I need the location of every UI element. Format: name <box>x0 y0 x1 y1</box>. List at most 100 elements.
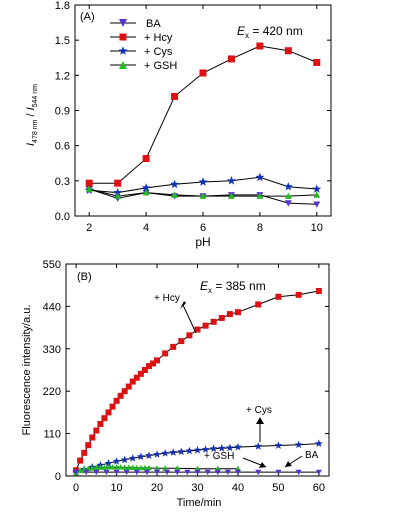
legend-item-ba: BA <box>110 18 161 30</box>
panel-b-point-cys <box>225 443 234 452</box>
panel-a-point-cys <box>312 184 322 193</box>
panel-b-point-cys <box>185 446 194 455</box>
panel-b-point-ba <box>133 469 140 476</box>
panel-a-point-hcy <box>199 69 207 77</box>
panel-a-label: (A) <box>80 11 95 23</box>
panel-b-point-hcy <box>149 360 156 367</box>
panel-a-point-hcy <box>114 179 122 187</box>
panel-a-point-hcy <box>171 92 179 100</box>
panel-b-point-ba <box>164 469 171 476</box>
panel-b-point-gsh <box>109 464 116 470</box>
panel-a: 2 4 6 8 10 0.0 0.3 0.6 0.9 1.2 1.5 1.8 (A) BA + Hcy… <box>25 0 332 249</box>
panel-b-y-tick-label: 0 <box>55 471 61 483</box>
panel-b-point-gsh <box>214 465 221 472</box>
panel-b-point-gsh <box>141 464 148 471</box>
panel-a-x-axis-label: pH <box>195 235 210 249</box>
panel-b-point-ba <box>255 469 262 476</box>
legend-hcy-label: + Hcy <box>144 32 173 44</box>
panel-b-point-cys <box>274 441 283 449</box>
panel-b-x-tick-label: 40 <box>232 482 244 494</box>
panel-b-point-ba <box>113 469 120 476</box>
panel-a-point-cys <box>141 183 151 192</box>
panel-b-point-cys <box>201 445 210 453</box>
panel-b-point-gsh <box>117 464 124 470</box>
panel-b-point-hcy <box>113 397 120 404</box>
panel-b-point-hcy <box>170 343 177 350</box>
panel-a-point-gsh <box>142 189 150 196</box>
panel-b-y-tick-label: 550 <box>43 259 61 271</box>
panel-b-point-cys <box>161 449 170 457</box>
panel-b-point-hcy <box>117 392 124 399</box>
panel-b-x-tick-label: 10 <box>110 482 122 494</box>
panel-b-point-hcy <box>89 434 96 441</box>
panel-a-point-cys <box>255 172 265 182</box>
panel-b-point-cys <box>193 445 202 454</box>
panel-a-y-tick-label: 1.2 <box>55 70 70 82</box>
panel-b-point-gsh <box>133 464 140 471</box>
panel-b-point-hcy <box>186 332 193 339</box>
panel-a-point-cys <box>113 187 123 197</box>
panel-b-point-hcy <box>315 287 322 294</box>
panel-b-point-hcy <box>105 409 112 416</box>
panel-a-y-tick-label: 0.0 <box>55 211 70 223</box>
panel-b-point-hcy <box>218 314 225 321</box>
panel-b-point-hcy <box>109 403 116 410</box>
panel-b-x-axis-label: Time/min <box>177 497 222 509</box>
panel-b-point-gsh <box>121 464 128 470</box>
panel-b-point-ba <box>73 469 80 476</box>
panel-b-point-gsh <box>137 464 144 471</box>
panel-a-point-ba <box>284 200 292 207</box>
panel-b-point-hcy <box>93 427 100 434</box>
panel-b-point-cys <box>177 447 186 456</box>
panel-b-point-hcy <box>133 374 140 381</box>
panel-b-y-tick-label: 110 <box>43 429 61 441</box>
panel-b-point-cys <box>233 442 242 451</box>
panel-b-point-gsh <box>174 465 181 471</box>
legend-item-hcy: + Hcy <box>110 32 173 44</box>
legend-hcy-marker <box>119 33 127 41</box>
panel-b-point-ba <box>103 469 110 476</box>
panel-a-x-tick-label: 10 <box>311 222 323 234</box>
panel-b-point-gsh <box>93 464 100 471</box>
panel-b-point-hcy <box>121 388 128 395</box>
panel-b-point-hcy <box>125 383 132 390</box>
panel-b-point-ba <box>93 469 100 476</box>
panel-a-point-hcy <box>313 58 321 66</box>
panel-b-point-cys <box>120 455 129 464</box>
panel-b-point-hcy <box>137 370 144 377</box>
panel-a-point-cys <box>226 176 236 185</box>
panel-b-point-ba <box>315 469 322 476</box>
panel-b-point-ba <box>143 469 150 476</box>
panel-b-x-tick-label: 0 <box>73 482 79 494</box>
panel-b-point-gsh <box>234 465 241 472</box>
panel-b-label-ba: BA <box>305 450 319 461</box>
panel-a-point-hcy <box>227 55 235 63</box>
panel-a-point-gsh <box>85 185 93 192</box>
panel-a-point-gsh <box>227 192 235 199</box>
panel-b-point-cys <box>128 454 137 462</box>
panel-b-excitation-annotation: Ex = 385 nm <box>200 279 266 295</box>
panel-b-point-ba <box>224 469 231 476</box>
panel-b-label-cys: + Cys <box>246 405 272 416</box>
panel-b-point-cys <box>254 442 263 450</box>
panel-b-point-hcy <box>234 309 241 316</box>
panel-b-point-hcy <box>101 415 108 422</box>
panel-b-point-ba <box>295 469 302 476</box>
panel-b-point-hcy <box>210 318 217 325</box>
panel-b-point-hcy <box>81 449 88 456</box>
panel-b-point-gsh <box>194 465 201 472</box>
panel-b-point-hcy <box>85 442 92 449</box>
panel-b-point-gsh <box>154 465 161 471</box>
panel-b-point-hcy <box>77 457 84 464</box>
panel-b-point-ba <box>214 469 221 476</box>
panel-b-y-tick-label: 330 <box>43 344 61 356</box>
panel-b-axis-ticks: 0 10 20 30 40 50 60 0 110 220 330 440 550 <box>43 259 329 494</box>
panel-a-y-axis-label: I478 nm / I544 nm <box>25 84 39 146</box>
panel-a-y-tick-label: 0.3 <box>55 176 70 188</box>
panel-b-point-cys <box>144 451 153 459</box>
panel-b-point-hcy <box>178 338 185 345</box>
panel-a-y-tick-label: 0.9 <box>55 106 70 118</box>
panel-b-point-cys <box>209 444 218 453</box>
panel-b-point-ba <box>204 469 211 476</box>
legend-cys-label: + Cys <box>144 46 173 58</box>
